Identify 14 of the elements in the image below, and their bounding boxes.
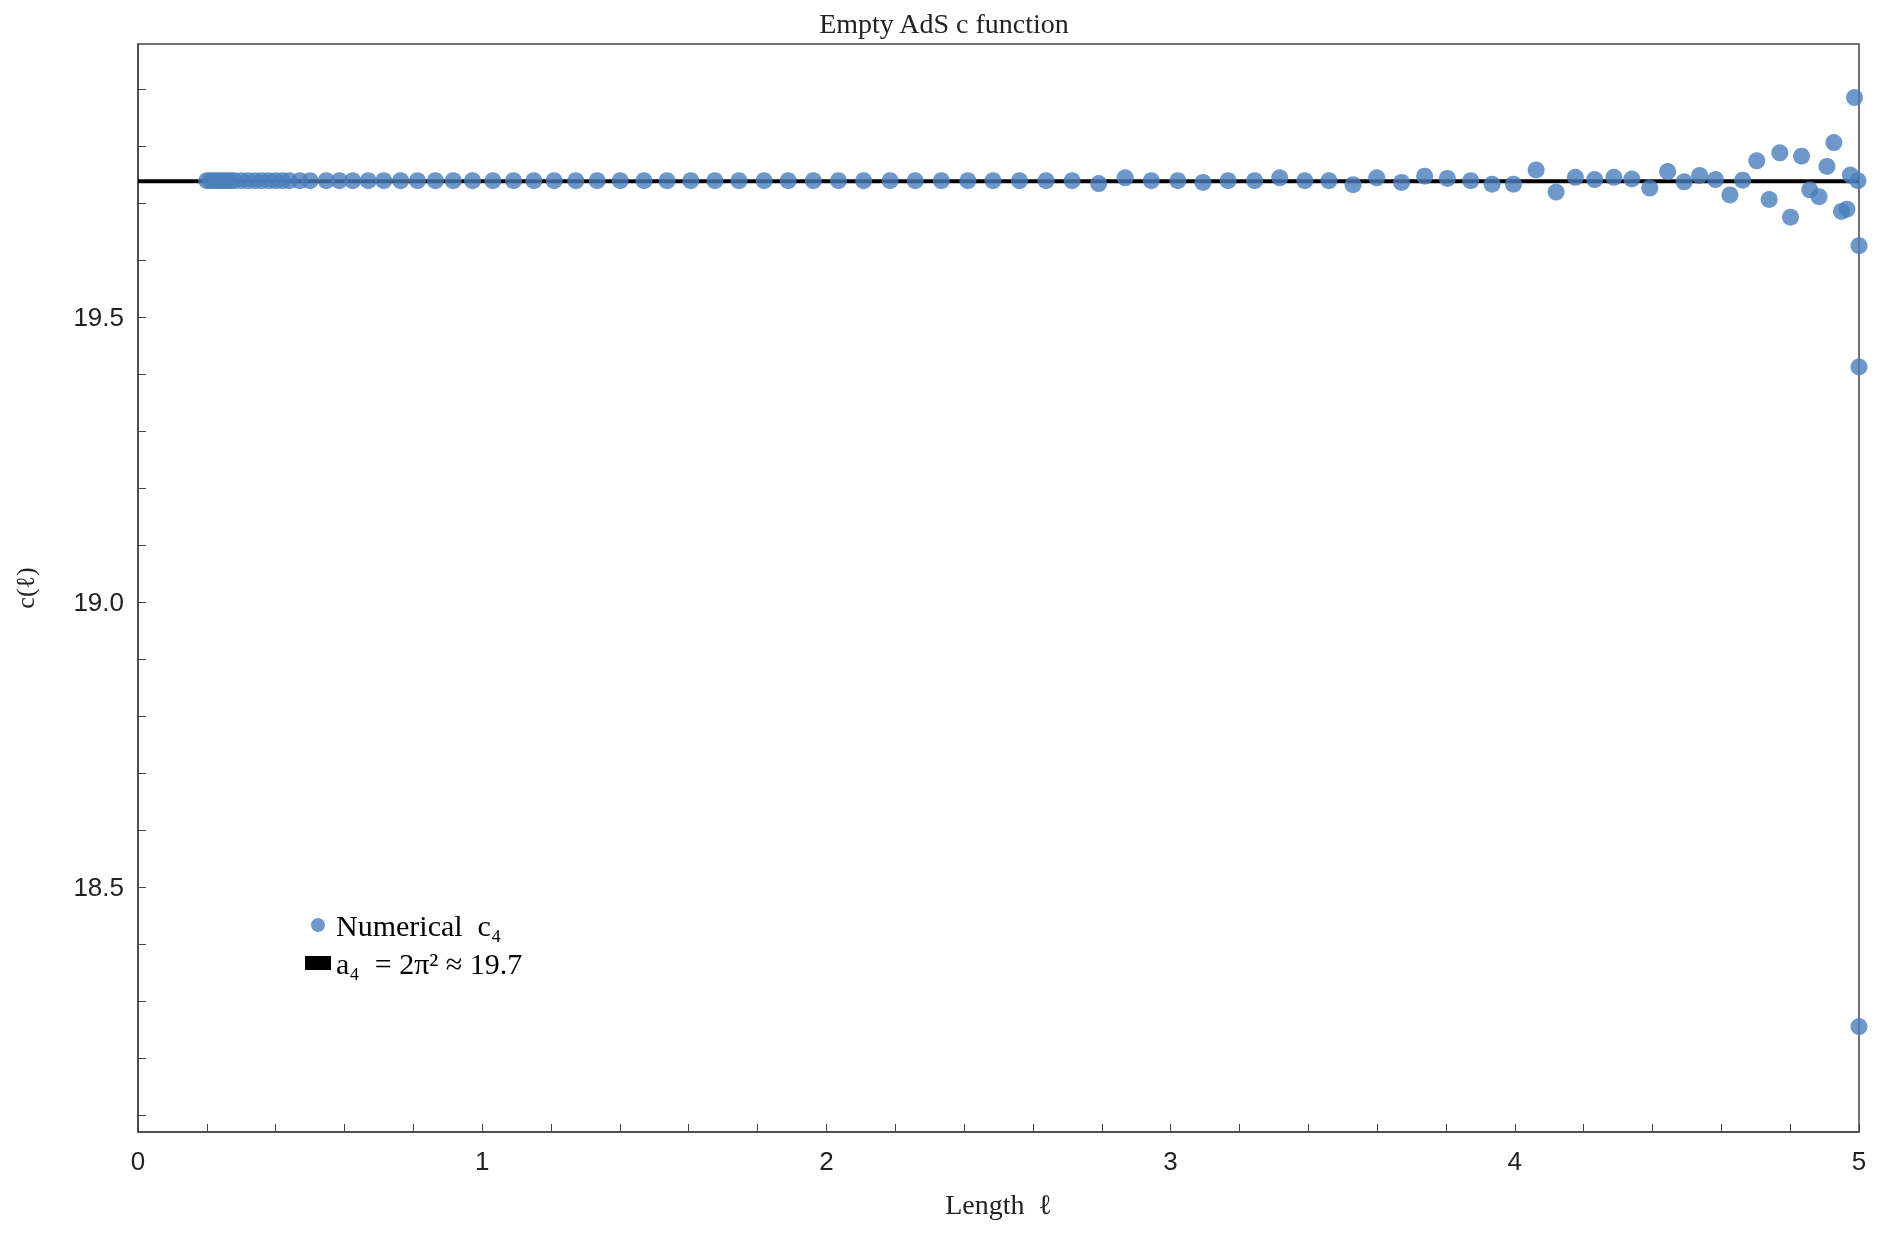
- y-tick-label: 18.5: [73, 872, 124, 903]
- x-tick-label: 3: [1163, 1146, 1178, 1176]
- y-tick-label: 19.0: [73, 587, 124, 618]
- chart-title: Empty AdS c function: [819, 7, 1069, 39]
- x-tick-label: 1: [474, 1146, 490, 1176]
- x-tick-label: 4: [1507, 1146, 1523, 1176]
- legend-label: Numerical c₄: [336, 908, 502, 942]
- x-axis-title: Length ℓ: [945, 1188, 1052, 1220]
- y-axis-title: c(ℓ): [10, 567, 40, 609]
- x-tick-label: 2: [819, 1146, 834, 1176]
- x-tick-label: 0: [130, 1146, 146, 1176]
- legend-label: a₄ = 2π² ≈ 19.7: [336, 946, 523, 980]
- x-tick-label: 5: [1851, 1146, 1867, 1176]
- y-tick-label: 19.5: [73, 302, 124, 333]
